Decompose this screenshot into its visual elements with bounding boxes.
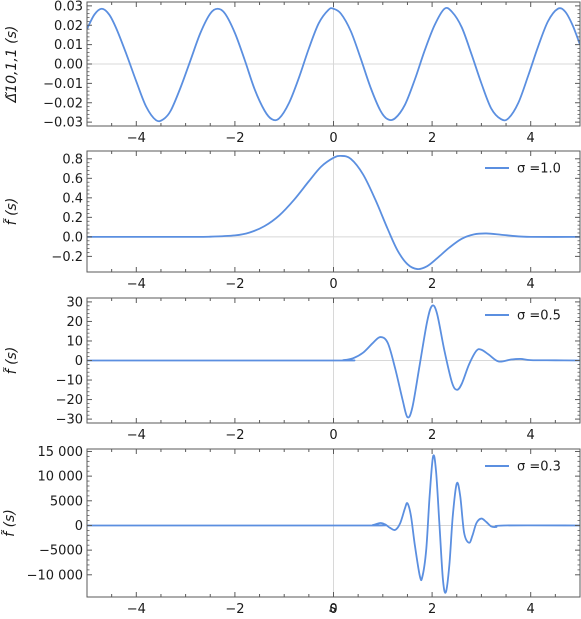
y-tick-label: −0.01: [43, 77, 83, 92]
y-tick-label: 15 000: [38, 445, 84, 460]
series-line: [87, 304, 580, 419]
y-tick-label: 0.4: [62, 191, 83, 206]
y-tick-label: 0.00: [54, 58, 83, 73]
y-tick-label: −30: [56, 413, 83, 428]
x-tick-label: −4: [127, 602, 146, 617]
panel-2: σ =1.0 −4 −2 0 2 4 −0.2 0.0 0.2 0.4 0.6 0.8 f̃ (s): [3, 150, 581, 292]
y-tick-label: 10 000: [38, 470, 84, 485]
y-axis-label: f̃ (s): [3, 347, 20, 375]
x-tick-label: −2: [225, 428, 244, 443]
x-tick-label: 2: [428, 277, 436, 292]
y-axis-label: Δ̃10,1,1 (s): [4, 26, 20, 104]
y-tick-label: −0.02: [43, 96, 83, 111]
x-tick-label: 4: [527, 602, 535, 617]
x-tick-label: −2: [225, 602, 244, 617]
x-tick-label: 2: [428, 602, 436, 617]
y-tick-label: 5000: [50, 494, 83, 509]
x-tick-label: −2: [225, 131, 244, 146]
y-tick-label: −20: [56, 393, 83, 408]
x-tick-label: 0: [329, 602, 337, 617]
series-line: [87, 6, 580, 123]
legend-label: σ =1.0: [517, 162, 561, 177]
y-tick-label: 30: [66, 295, 83, 310]
panel-4: σ =0.3 −4 −2 0 2 4 −10 000 −5000 0 5000 10 000 15 0…: [1, 445, 581, 617]
x-tick-label: 2: [428, 428, 436, 443]
x-tick-label: −4: [127, 428, 146, 443]
y-tick-label: −10 000: [27, 568, 83, 583]
x-tick-label: −4: [127, 131, 146, 146]
y-tick-label: 0: [75, 519, 83, 534]
x-tick-label: 0: [329, 428, 337, 443]
y-tick-label: 0.2: [62, 211, 83, 226]
x-tick-label: 4: [527, 131, 535, 146]
y-tick-label: 0.02: [54, 19, 83, 34]
panel-1: −4 −2 0 2 4 −0.03 −0.02 −0.01 0.00 0.01 0.02 0.03 Δ̃…: [4, 0, 581, 146]
y-tick-label: 10: [66, 334, 83, 349]
y-tick-label: 0: [75, 354, 83, 369]
y-tick-label: 0.01: [54, 38, 83, 53]
y-tick-label: 0.8: [62, 152, 83, 167]
x-tick-label: 4: [527, 277, 535, 292]
y-tick-label: 0.03: [54, 0, 83, 14]
y-tick-label: 0.0: [62, 230, 83, 245]
x-tick-label: −4: [127, 277, 146, 292]
y-tick-label: −0.03: [43, 116, 83, 131]
legend-label: σ =0.5: [517, 309, 561, 324]
x-tick-label: 0: [329, 277, 337, 292]
y-tick-label: 20: [66, 315, 83, 330]
y-tick-label: −0.2: [51, 250, 83, 265]
x-tick-label: 2: [428, 131, 436, 146]
series-line: [87, 454, 580, 594]
y-tick-label: −5000: [39, 544, 83, 559]
y-tick-label: −10: [56, 374, 83, 389]
x-axis-label: s: [329, 598, 337, 616]
y-tick-label: 0.6: [62, 172, 83, 187]
x-tick-label: 4: [527, 428, 535, 443]
legend-label: σ =0.3: [517, 460, 561, 475]
y-axis-label: f̃ (s): [1, 509, 18, 537]
series-line: [87, 154, 580, 271]
x-tick-label: −2: [225, 277, 244, 292]
y-axis-label: f̃ (s): [3, 198, 20, 226]
x-tick-label: 0: [329, 131, 337, 146]
